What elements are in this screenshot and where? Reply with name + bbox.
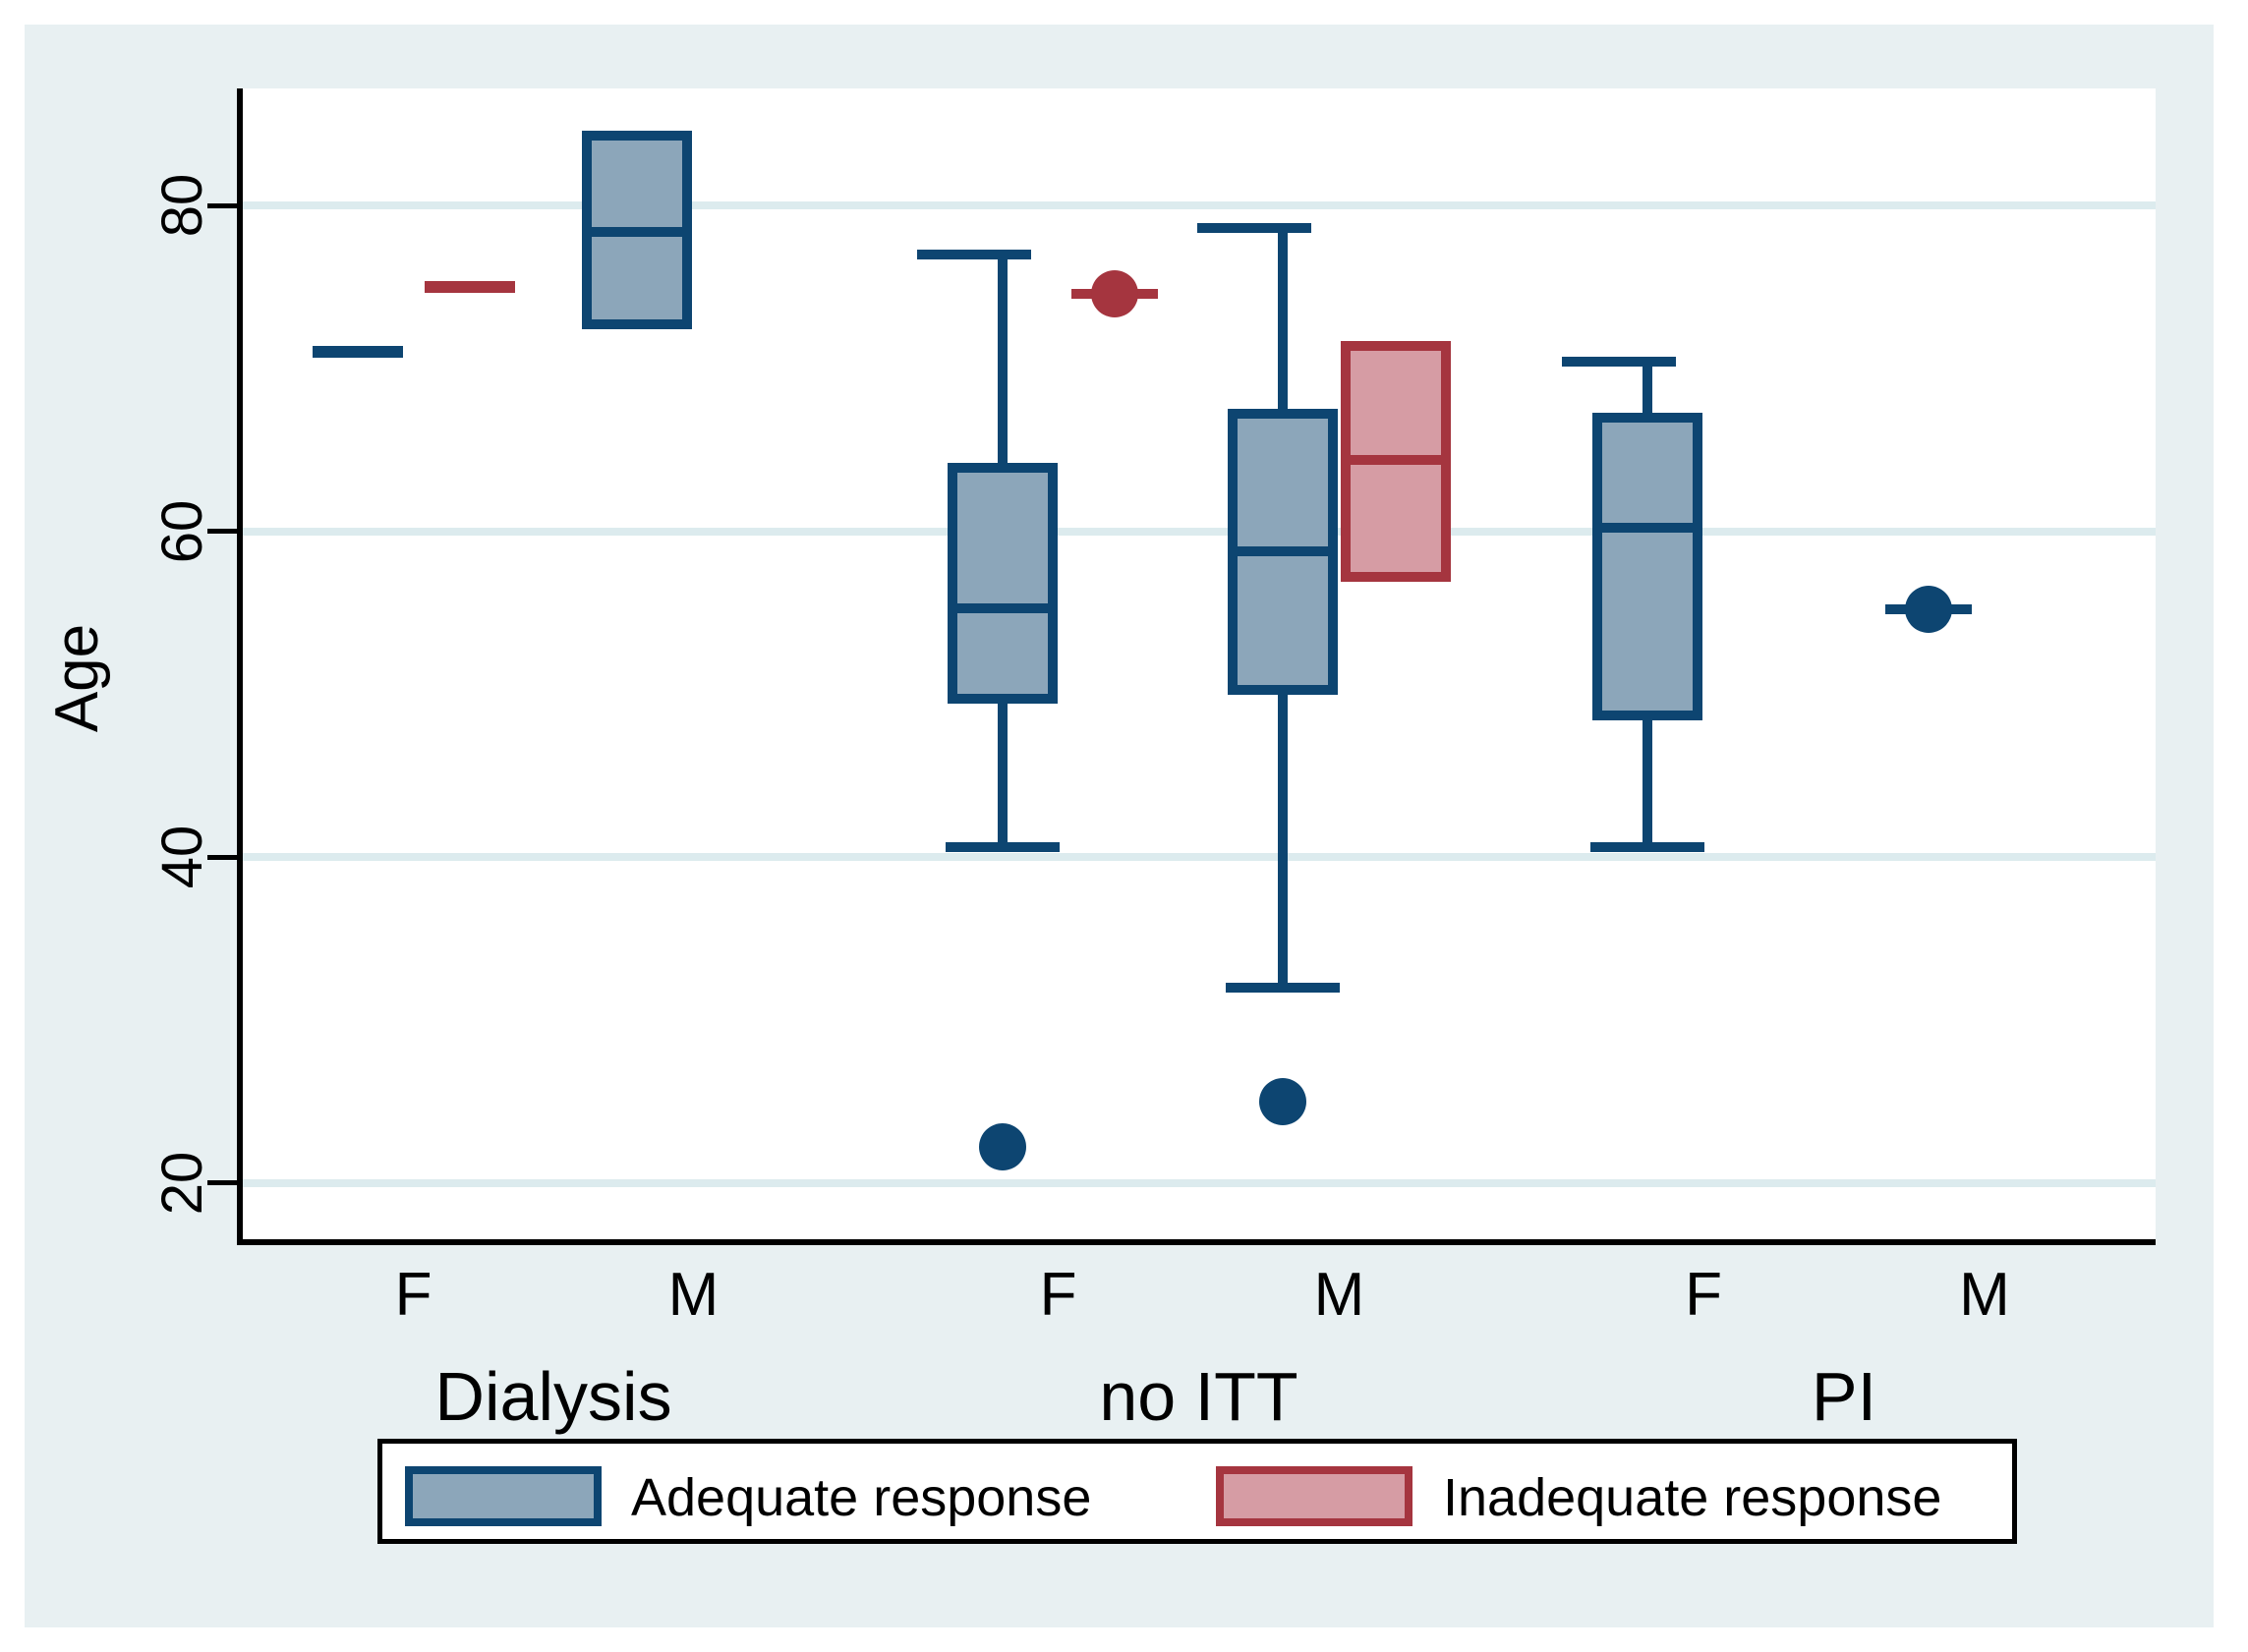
y-tick-label-20: 20 bbox=[149, 1151, 214, 1216]
boxplot-dialysis-f-adequate-median-line bbox=[312, 346, 403, 359]
boxplot-pi-f-adequate-whisker-lower-stem bbox=[1643, 711, 1652, 848]
boxplot-noitt-f-adequate-whisker-upper-stem bbox=[997, 254, 1008, 473]
x-label-sex-noitt-m: M bbox=[1313, 1261, 1365, 1329]
boxplot-noitt-m-adequate-whisker-lower-stem bbox=[1278, 684, 1288, 988]
x-label-sex-pi-m: M bbox=[1959, 1261, 2010, 1329]
boxplot-noitt-m-adequate-whisker-upper-cap bbox=[1197, 223, 1311, 234]
y-tick-20 bbox=[207, 1180, 237, 1186]
x-label-sex-pi-f: F bbox=[1685, 1261, 1722, 1329]
y-tick-label-60: 60 bbox=[149, 499, 214, 563]
boxplot-pi-f-adequate-box bbox=[1592, 412, 1702, 721]
boxplot-noitt-m-adequate-whisker-upper-stem bbox=[1278, 228, 1288, 420]
plot-area bbox=[243, 88, 2156, 1239]
x-label-sex-dialysis-m: M bbox=[667, 1261, 720, 1329]
boxplot-pi-f-adequate-whisker-upper-cap bbox=[1562, 357, 1676, 368]
boxplot-noitt-f-adequate-whisker-lower-cap bbox=[945, 842, 1060, 853]
boxplot-noitt-f-inadequate-point-marker bbox=[1090, 269, 1138, 317]
y-tick-label-40: 40 bbox=[149, 826, 214, 889]
gridline-40 bbox=[243, 853, 2156, 862]
boxplot-noitt-m-adequate-whisker-lower-cap bbox=[1226, 982, 1340, 993]
boxplot-pi-f-adequate-median-line bbox=[1602, 523, 1693, 534]
y-tick-60 bbox=[207, 529, 237, 535]
y-tick-80 bbox=[207, 202, 237, 208]
boxplot-noitt-m-adequate-outlier-dot-0 bbox=[1259, 1078, 1306, 1126]
x-label-sex-dialysis-f: F bbox=[394, 1261, 432, 1329]
gridline-20 bbox=[243, 1178, 2156, 1187]
boxplot-noitt-f-adequate-whisker-upper-cap bbox=[916, 249, 1031, 259]
y-tick-label-80: 80 bbox=[149, 173, 214, 238]
x-label-group-pi: PI bbox=[1811, 1358, 1877, 1435]
gridline-60 bbox=[243, 527, 2156, 536]
y-tick-40 bbox=[207, 854, 237, 860]
legend-label-adequate: Adequate response bbox=[631, 1468, 1092, 1527]
boxplot-noitt-m-inadequate-median-line bbox=[1351, 454, 1441, 465]
x-label-group-dialysis: Dialysis bbox=[434, 1358, 672, 1435]
figure-canvas: Age Adequate response Inadequate respons… bbox=[25, 25, 2214, 1627]
boxplot-pi-f-adequate-whisker-upper-stem bbox=[1643, 362, 1652, 423]
gridline-80 bbox=[243, 201, 2156, 209]
adequate-swatch-icon bbox=[405, 1466, 602, 1526]
boxplot-noitt-f-adequate-outlier-dot-0 bbox=[978, 1123, 1026, 1171]
boxplot-noitt-f-adequate-box bbox=[947, 462, 1058, 705]
boxplot-dialysis-f-inadequate-median-line bbox=[424, 280, 515, 293]
boxplot-noitt-f-adequate-whisker-lower-stem bbox=[997, 694, 1008, 848]
x-label-group-noitt: no ITT bbox=[1099, 1358, 1298, 1435]
x-axis-line bbox=[237, 1239, 2156, 1245]
y-axis-title: Age bbox=[42, 623, 111, 733]
boxplot-pi-m-adequate-point-marker bbox=[1905, 586, 1952, 634]
y-axis-line bbox=[237, 88, 243, 1245]
legend-label-inadequate: Inadequate response bbox=[1443, 1468, 1942, 1527]
inadequate-swatch-icon bbox=[1216, 1466, 1412, 1526]
boxplot-noitt-m-adequate-median-line bbox=[1238, 545, 1328, 556]
boxplot-pi-f-adequate-whisker-lower-cap bbox=[1590, 842, 1704, 853]
legend: Adequate response Inadequate response bbox=[377, 1439, 2017, 1544]
boxplot-dialysis-m-adequate-median-line bbox=[592, 226, 682, 237]
boxplot-noitt-f-adequate-median-line bbox=[956, 602, 1048, 613]
x-label-sex-noitt-f: F bbox=[1039, 1261, 1077, 1329]
